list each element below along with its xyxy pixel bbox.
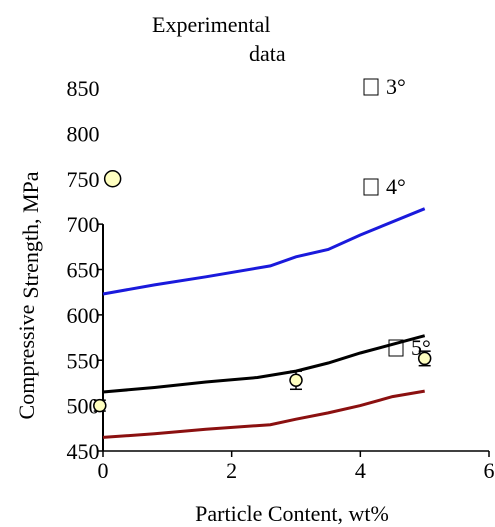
y-tick-label: 800 [67, 121, 100, 146]
experimental-point [103, 170, 122, 188]
y-tick-label: 850 [67, 76, 100, 101]
series-label-box [363, 178, 379, 196]
x-axis-label: Particle Content, wt% [195, 501, 389, 526]
x-tick-label: 0 [98, 458, 109, 483]
x-tick-label: 4 [355, 458, 366, 483]
experimental-points [93, 170, 432, 413]
experimental-point [289, 373, 303, 387]
series-labels: 3° 4° 5° [363, 74, 431, 360]
y-tick-label: 600 [67, 303, 100, 328]
x-axis-ticks: 0 2 4 6 [98, 451, 495, 483]
series-label-3: 5° [411, 335, 431, 360]
series-label-1: 3° [386, 74, 406, 99]
y-axis-label-bottom: Compressive [14, 305, 39, 420]
y-tick-label: 550 [67, 348, 100, 373]
experimental-point [93, 398, 107, 413]
series-label-box [363, 78, 379, 96]
series-line-2 [102, 334, 426, 394]
series-lines [102, 207, 426, 439]
y-tick-label: 700 [67, 212, 100, 237]
y-tick-label: 650 [67, 258, 100, 283]
y-tick-label: 750 [67, 167, 100, 192]
chart-title-line-1: Experimental [152, 12, 271, 37]
chart-title-line-2: data [249, 41, 286, 66]
series-label-2: 4° [386, 174, 406, 199]
series-line-1 [102, 207, 426, 296]
series-label-box [388, 339, 404, 357]
chart-title: Experimental data [152, 12, 286, 66]
experimental-point [417, 351, 432, 366]
series-line-3 [102, 389, 425, 439]
x-tick-label: 2 [226, 458, 237, 483]
x-tick-label: 6 [484, 458, 495, 483]
y-axis-label-top: Strength, MPa [18, 171, 43, 298]
y-tick-label: 450 [67, 439, 100, 464]
